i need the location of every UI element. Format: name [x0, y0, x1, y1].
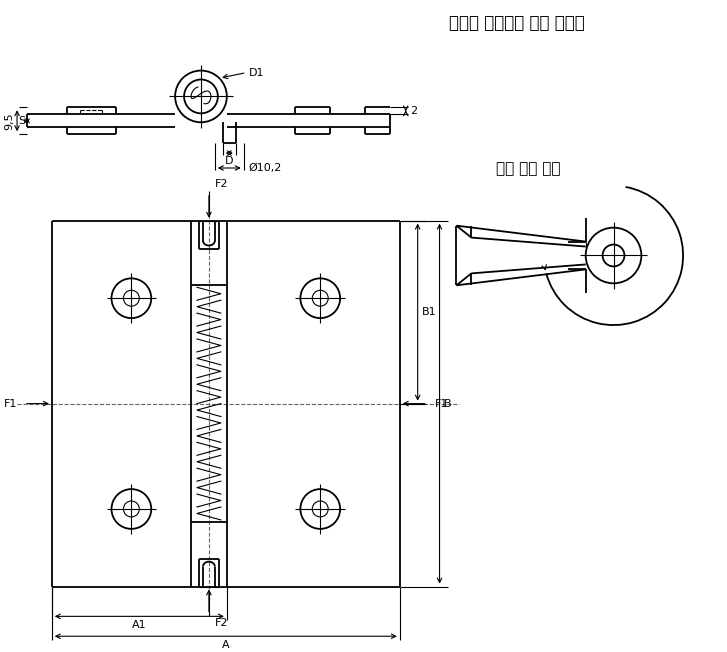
Text: B: B: [443, 398, 451, 409]
Text: A1: A1: [132, 620, 147, 630]
Text: D: D: [225, 156, 233, 166]
Text: A: A: [222, 640, 230, 650]
Text: F1: F1: [4, 398, 17, 409]
Text: F1: F1: [435, 398, 448, 409]
Text: Ø10,2: Ø10,2: [249, 163, 282, 173]
Text: 클로징 스프링이 있는 힌지들: 클로징 스프링이 있는 힌지들: [449, 14, 585, 32]
Text: F2: F2: [215, 618, 228, 629]
Text: 2: 2: [410, 106, 417, 116]
Text: D1: D1: [249, 68, 264, 78]
Text: 도어 회전 방향: 도어 회전 방향: [497, 161, 561, 176]
Text: F2: F2: [215, 179, 228, 189]
Text: B1: B1: [422, 307, 436, 317]
Text: 9,5: 9,5: [4, 112, 14, 130]
Text: S: S: [18, 116, 25, 126]
